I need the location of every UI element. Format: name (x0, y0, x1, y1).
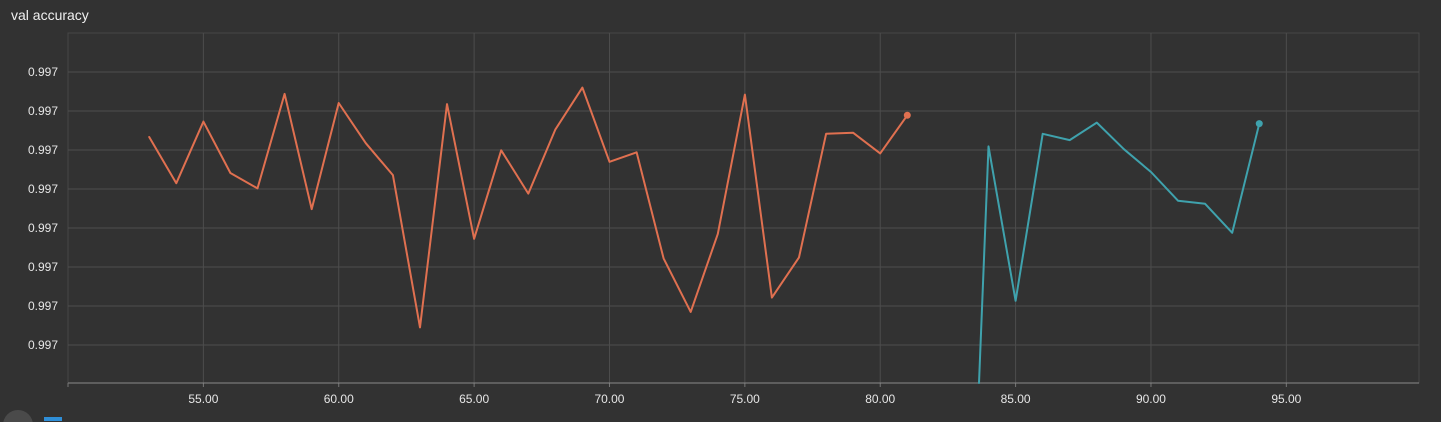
fit-domain-button[interactable] (3, 410, 33, 422)
x-tick-label: 75.00 (730, 392, 760, 406)
y-tick-label: 0.997 (28, 299, 58, 313)
x-tick-label: 60.00 (324, 392, 354, 406)
series-2-last-point (1255, 120, 1263, 128)
x-tick-label: 65.00 (459, 392, 489, 406)
log-scale-toggle[interactable] (44, 417, 62, 421)
y-tick-label: 0.997 (28, 104, 58, 118)
series-1-last-point (903, 111, 911, 119)
y-tick-label: 0.997 (28, 260, 58, 274)
x-tick-label: 80.00 (865, 392, 895, 406)
y-tick-label: 0.997 (28, 338, 58, 352)
x-tick-label: 85.00 (1001, 392, 1031, 406)
x-tick-label: 70.00 (594, 392, 624, 406)
series-2-line (978, 121, 1261, 384)
chart-title: val accuracy (11, 7, 89, 23)
y-tick-label: 0.997 (28, 182, 58, 196)
y-tick-label: 0.997 (28, 143, 58, 157)
y-tick-label: 0.997 (28, 221, 58, 235)
plot-frame (67, 32, 1420, 384)
series-1-line (148, 86, 909, 329)
x-tick-label: 95.00 (1271, 392, 1301, 406)
x-tick-label: 90.00 (1136, 392, 1166, 406)
chart-controls (0, 408, 120, 422)
x-tick-label: 55.00 (188, 392, 218, 406)
y-tick-label: 0.997 (28, 65, 58, 79)
